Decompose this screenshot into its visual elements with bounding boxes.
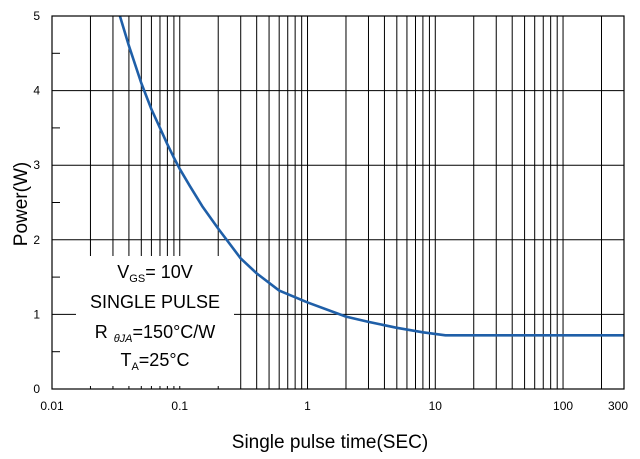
x-tick-label: 1 xyxy=(304,399,311,413)
x-tick-label: 0.1 xyxy=(171,399,188,413)
annotation-rtheta-rest: =150°C/W xyxy=(133,322,216,342)
annotation-rtheta-sym: θJA xyxy=(114,333,133,345)
power-curve-series xyxy=(118,15,624,337)
y-axis-title: Power(W) xyxy=(11,162,32,246)
y-tick-label: 1 xyxy=(33,307,40,321)
annotation-vgs: VGS= 10V xyxy=(117,262,192,285)
x-axis-title: Single pulse time(SEC) xyxy=(232,432,428,453)
x-tick-label: 300 xyxy=(608,399,628,413)
annotation-ta-rest: =25°C xyxy=(139,350,190,370)
y-axis-ticks: 0 1 2 3 4 5 xyxy=(33,9,40,396)
annotation-vgs-sub: GS xyxy=(129,273,145,285)
annotation-ta-sub: A xyxy=(131,361,139,373)
x-tick-label: 0.01 xyxy=(40,399,64,413)
annotation-vgs-main: V xyxy=(117,262,129,282)
x-tick-label: 100 xyxy=(553,399,573,413)
plot-frame xyxy=(51,15,625,390)
y-tick-label: 0 xyxy=(33,382,40,396)
annotation-rtheta-main: R xyxy=(95,322,108,342)
y-tick-label: 5 xyxy=(33,9,40,23)
annotation-vgs-rest: = 10V xyxy=(145,262,193,282)
annotation-ta: TA=25°C xyxy=(120,350,189,373)
y-tick-label: 3 xyxy=(33,158,40,172)
x-tick-label: 10 xyxy=(429,399,443,413)
y-tick-label: 2 xyxy=(33,233,40,247)
annotation-single-pulse: SINGLE PULSE xyxy=(90,292,220,312)
x-axis-ticks: 0.01 0.1 1 10 100 300 xyxy=(40,399,628,413)
y-tick-label: 4 xyxy=(33,84,40,98)
annotation-ta-main: T xyxy=(120,350,131,370)
annotation-background xyxy=(76,256,234,386)
